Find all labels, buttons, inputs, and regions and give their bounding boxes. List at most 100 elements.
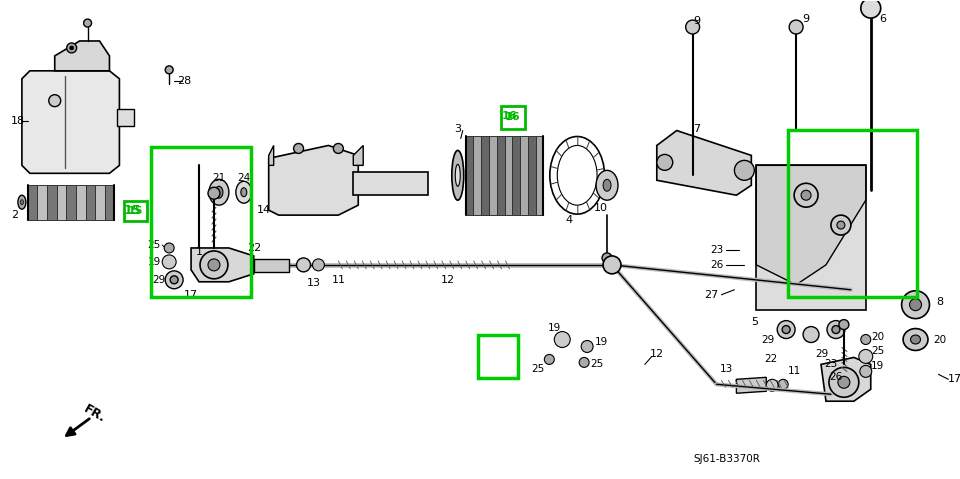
Circle shape bbox=[859, 350, 873, 364]
Polygon shape bbox=[756, 165, 866, 285]
Bar bbox=[47, 185, 57, 220]
Text: 16: 16 bbox=[502, 111, 517, 121]
Circle shape bbox=[208, 259, 220, 271]
Text: 26: 26 bbox=[709, 260, 723, 270]
Text: 19: 19 bbox=[547, 322, 561, 332]
Text: 17: 17 bbox=[184, 290, 198, 300]
Text: 15: 15 bbox=[124, 204, 141, 217]
Circle shape bbox=[789, 20, 804, 34]
Circle shape bbox=[734, 160, 755, 180]
Bar bbox=[28, 185, 37, 220]
Text: 20: 20 bbox=[871, 331, 884, 342]
Circle shape bbox=[554, 331, 570, 347]
Ellipse shape bbox=[20, 200, 23, 205]
Bar bbox=[125, 201, 147, 221]
Circle shape bbox=[84, 19, 91, 27]
Circle shape bbox=[165, 66, 173, 74]
Text: 21: 21 bbox=[212, 173, 226, 183]
Circle shape bbox=[861, 0, 880, 18]
Bar bbox=[105, 185, 114, 220]
Circle shape bbox=[782, 326, 790, 333]
Bar bbox=[496, 136, 505, 215]
Text: 23: 23 bbox=[709, 245, 723, 255]
Circle shape bbox=[164, 243, 174, 253]
Bar bbox=[788, 130, 917, 297]
Circle shape bbox=[294, 144, 303, 153]
Text: 16: 16 bbox=[505, 112, 520, 122]
Circle shape bbox=[657, 154, 673, 171]
Text: 7: 7 bbox=[693, 124, 700, 134]
Circle shape bbox=[801, 190, 811, 200]
Bar bbox=[528, 136, 536, 215]
Circle shape bbox=[804, 327, 819, 342]
Text: 28: 28 bbox=[177, 76, 191, 86]
Circle shape bbox=[544, 354, 554, 365]
Bar bbox=[95, 185, 105, 220]
Text: SJ61-B3370R: SJ61-B3370R bbox=[693, 454, 760, 464]
Text: 14: 14 bbox=[256, 205, 271, 215]
Text: 27: 27 bbox=[705, 290, 719, 300]
Circle shape bbox=[312, 259, 324, 271]
Polygon shape bbox=[736, 377, 766, 393]
Polygon shape bbox=[253, 259, 289, 272]
Text: 23: 23 bbox=[825, 359, 837, 369]
Text: 13: 13 bbox=[720, 365, 733, 375]
Text: 12: 12 bbox=[650, 350, 664, 359]
Bar bbox=[466, 136, 473, 215]
Text: 25: 25 bbox=[531, 365, 544, 375]
Text: 22: 22 bbox=[247, 243, 261, 253]
Text: 19: 19 bbox=[594, 337, 608, 346]
Text: FR.: FR. bbox=[82, 403, 108, 425]
Text: 4: 4 bbox=[565, 215, 573, 225]
Polygon shape bbox=[269, 146, 274, 165]
Text: 8: 8 bbox=[936, 297, 943, 307]
Text: 9: 9 bbox=[693, 16, 700, 26]
Text: 19: 19 bbox=[871, 361, 884, 371]
Circle shape bbox=[603, 256, 621, 274]
Ellipse shape bbox=[901, 291, 929, 319]
Text: 11: 11 bbox=[331, 275, 346, 285]
Circle shape bbox=[685, 20, 700, 34]
Ellipse shape bbox=[596, 171, 618, 200]
Circle shape bbox=[794, 183, 818, 207]
Polygon shape bbox=[821, 357, 871, 401]
Text: 3: 3 bbox=[454, 124, 461, 134]
Text: 20: 20 bbox=[933, 334, 946, 344]
Bar bbox=[536, 136, 543, 215]
Circle shape bbox=[837, 221, 845, 229]
Circle shape bbox=[831, 215, 851, 235]
Circle shape bbox=[70, 46, 74, 50]
Text: 6: 6 bbox=[879, 14, 886, 24]
Bar bbox=[505, 136, 513, 215]
Bar bbox=[500, 106, 525, 128]
Ellipse shape bbox=[209, 179, 228, 205]
Text: 13: 13 bbox=[306, 278, 321, 288]
Ellipse shape bbox=[909, 299, 922, 311]
Circle shape bbox=[333, 144, 344, 153]
Circle shape bbox=[66, 43, 77, 53]
Bar bbox=[57, 185, 66, 220]
Circle shape bbox=[579, 357, 589, 367]
Circle shape bbox=[208, 187, 220, 199]
Circle shape bbox=[828, 367, 859, 397]
Bar bbox=[481, 136, 489, 215]
Bar bbox=[489, 136, 496, 215]
Text: 29: 29 bbox=[761, 334, 775, 344]
Ellipse shape bbox=[241, 188, 247, 197]
Text: 26: 26 bbox=[829, 372, 843, 382]
Text: 25: 25 bbox=[871, 346, 884, 356]
Text: 11: 11 bbox=[787, 366, 801, 376]
Text: 19: 19 bbox=[148, 257, 161, 267]
Circle shape bbox=[766, 379, 779, 391]
Text: 25: 25 bbox=[590, 359, 604, 369]
Ellipse shape bbox=[603, 179, 611, 191]
Bar bbox=[151, 147, 252, 297]
Polygon shape bbox=[117, 109, 134, 125]
Circle shape bbox=[297, 258, 310, 272]
Text: 5: 5 bbox=[751, 317, 757, 327]
Polygon shape bbox=[657, 131, 752, 195]
Text: 10: 10 bbox=[594, 203, 608, 213]
Bar bbox=[66, 185, 76, 220]
Circle shape bbox=[779, 379, 788, 389]
Polygon shape bbox=[353, 146, 363, 165]
